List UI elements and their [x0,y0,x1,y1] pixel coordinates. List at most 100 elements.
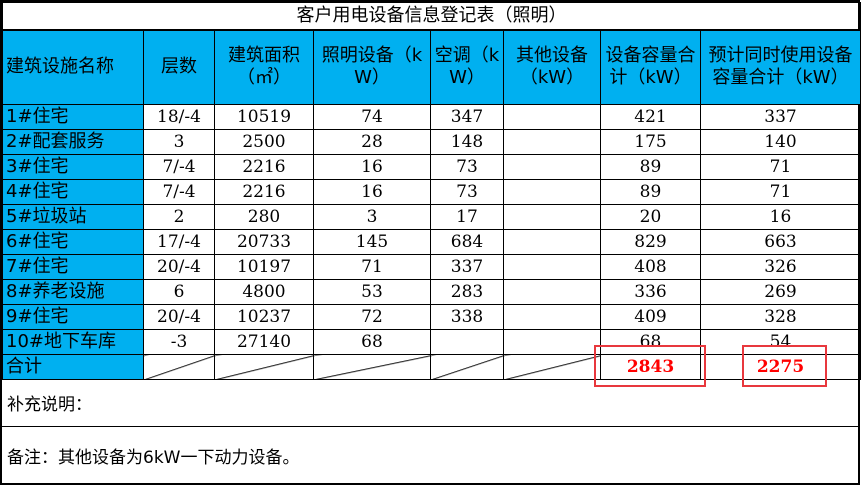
data-cell[interactable]: 18/-4 [143,104,215,130]
data-cell[interactable] [503,229,601,255]
data-cell[interactable]: 7/-4 [143,154,215,180]
data-cell[interactable]: 10237 [214,304,314,330]
data-cell[interactable]: 53 [313,279,431,305]
data-cell[interactable]: 684 [430,229,504,255]
data-cell[interactable] [503,304,601,330]
data-cell[interactable]: 326 [700,254,861,280]
data-cell[interactable]: 17/-4 [143,229,215,255]
data-cell[interactable]: 20/-4 [143,304,215,330]
column-header[interactable]: 空调（kW） [430,29,504,105]
data-cell[interactable]: 2500 [214,129,314,155]
column-header[interactable]: 建筑面积（㎡） [214,29,314,105]
diag-cell[interactable] [503,354,601,380]
facility-name-cell[interactable]: 3#住宅 [2,154,144,180]
data-cell[interactable]: 4800 [214,279,314,305]
data-cell[interactable]: 347 [430,104,504,130]
data-cell[interactable]: 145 [313,229,431,255]
supplement-note[interactable]: 补充说明： [0,378,860,427]
column-header[interactable]: 设备容量合计（kW） [600,29,701,105]
data-cell[interactable] [503,329,601,355]
data-cell[interactable]: 71 [700,154,861,180]
data-cell[interactable]: 337 [700,104,861,130]
data-cell[interactable]: 72 [313,304,431,330]
data-cell[interactable]: 89 [600,154,701,180]
data-cell[interactable]: 421 [600,104,701,130]
data-cell[interactable]: 663 [700,229,861,255]
facility-name-cell[interactable]: 8#养老设施 [2,279,144,305]
facility-name-cell[interactable]: 9#住宅 [2,304,144,330]
data-cell[interactable]: 829 [600,229,701,255]
data-cell[interactable]: 148 [430,129,504,155]
data-cell[interactable]: 10519 [214,104,314,130]
data-cell[interactable]: 73 [430,179,504,205]
data-cell[interactable]: 2 [143,204,215,230]
diag-cell[interactable] [214,354,314,380]
supplement-label: 补充说明： [7,394,92,415]
facility-name-cell[interactable]: 6#住宅 [2,229,144,255]
facility-name-cell[interactable]: 1#住宅 [2,104,144,130]
data-cell[interactable] [503,129,601,155]
data-cell[interactable]: 16 [313,179,431,205]
data-cell[interactable]: 20 [600,204,701,230]
facility-name-cell[interactable]: 5#垃圾站 [2,204,144,230]
data-cell[interactable] [503,279,601,305]
data-cell[interactable]: 409 [600,304,701,330]
column-header[interactable]: 其他设备（kW） [503,29,601,105]
data-cell[interactable]: 16 [700,204,861,230]
data-cell[interactable]: 27140 [214,329,314,355]
data-cell[interactable]: 28 [313,129,431,155]
data-cell[interactable]: 20/-4 [143,254,215,280]
data-cell[interactable]: 3 [143,129,215,155]
data-cell[interactable]: 54 [700,329,861,355]
data-cell[interactable] [503,204,601,230]
data-cell[interactable] [503,154,601,180]
total-capacity-cell[interactable]: 2843 [600,354,701,380]
data-cell[interactable]: 3 [313,204,431,230]
data-cell[interactable]: 269 [700,279,861,305]
data-cell[interactable]: 280 [214,204,314,230]
facility-name-cell[interactable]: 4#住宅 [2,179,144,205]
column-header[interactable]: 建筑设施名称 [2,29,144,105]
data-cell[interactable]: 10197 [214,254,314,280]
data-cell[interactable]: 328 [700,304,861,330]
data-cell[interactable]: 140 [700,129,861,155]
data-cell[interactable] [503,179,601,205]
column-header[interactable]: 层数 [143,29,215,105]
data-cell[interactable]: 7/-4 [143,179,215,205]
data-cell[interactable]: 68 [313,329,431,355]
data-cell[interactable]: 74 [313,104,431,130]
data-cell[interactable]: -3 [143,329,215,355]
column-header[interactable]: 照明设备（kW） [313,29,431,105]
data-cell[interactable]: 337 [430,254,504,280]
data-cell[interactable]: 175 [600,129,701,155]
data-cell[interactable]: 73 [430,154,504,180]
diag-cell[interactable] [430,354,504,380]
diag-cell[interactable] [313,354,431,380]
facility-name-cell[interactable]: 7#住宅 [2,254,144,280]
diag-cell[interactable] [143,354,215,380]
total-label-cell[interactable]: 合计 [2,354,144,380]
facility-name-cell[interactable]: 2#配套服务 [2,129,144,155]
remark-note[interactable]: 备注：其他设备为6kW一下动力设备。 [0,427,860,485]
data-cell[interactable]: 283 [430,279,504,305]
data-cell[interactable]: 16 [313,154,431,180]
data-cell[interactable]: 68 [600,329,701,355]
data-cell[interactable]: 20733 [214,229,314,255]
total-simultaneous-cell[interactable]: 2275 [700,354,861,380]
data-cell[interactable]: 6 [143,279,215,305]
data-cell[interactable]: 71 [313,254,431,280]
data-cell[interactable] [503,104,601,130]
facility-name-cell[interactable]: 10#地下车库 [2,329,144,355]
data-cell[interactable]: 71 [700,179,861,205]
data-cell[interactable]: 338 [430,304,504,330]
column-header[interactable]: 预计同时使用设备容量合计（kW） [700,29,861,105]
data-cell[interactable] [430,329,504,355]
data-cell[interactable]: 2216 [214,179,314,205]
data-cell[interactable]: 2216 [214,154,314,180]
data-cell[interactable]: 408 [600,254,701,280]
table-title[interactable]: 客户用电设备信息登记表（照明） [2,2,861,31]
data-cell[interactable] [503,254,601,280]
data-cell[interactable]: 17 [430,204,504,230]
data-cell[interactable]: 89 [600,179,701,205]
data-cell[interactable]: 336 [600,279,701,305]
